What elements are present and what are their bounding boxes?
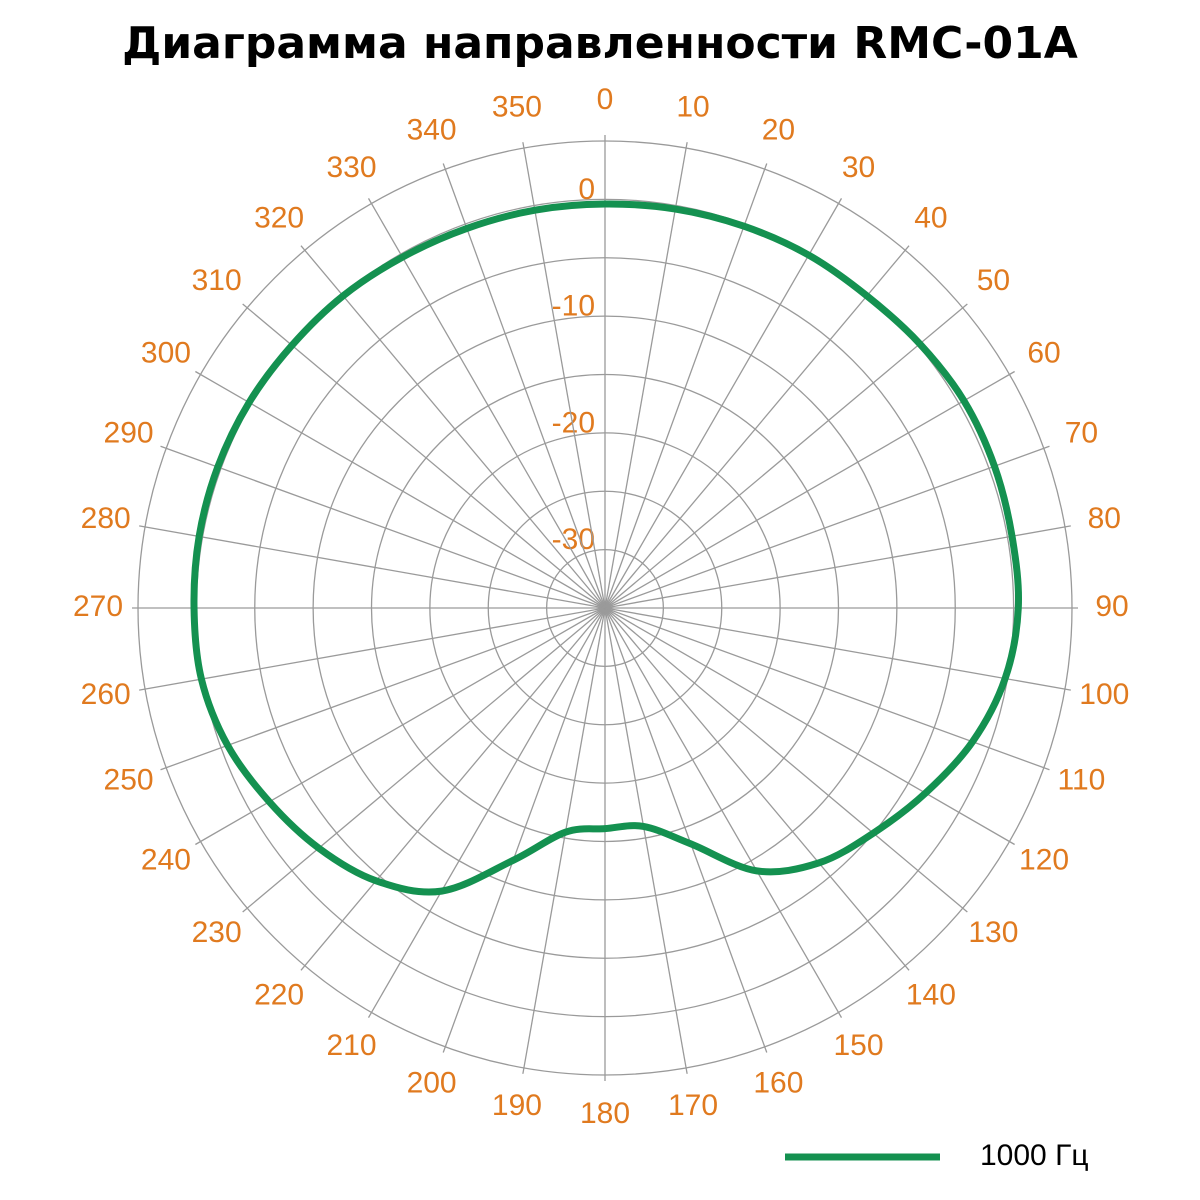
angle-label: 250 bbox=[104, 763, 154, 796]
angle-label: 270 bbox=[73, 590, 123, 623]
spoke bbox=[442, 163, 606, 609]
angle-label: 200 bbox=[407, 1066, 457, 1099]
spoke bbox=[300, 607, 606, 971]
angle-label: 210 bbox=[326, 1029, 376, 1062]
angle-label: 290 bbox=[104, 417, 154, 450]
angle-label: 70 bbox=[1065, 417, 1098, 450]
angle-label: 180 bbox=[580, 1097, 630, 1130]
angle-label: 40 bbox=[914, 202, 947, 235]
r-tick-label: -10 bbox=[552, 290, 595, 323]
spoke bbox=[442, 607, 606, 1053]
r-tick-label: 0 bbox=[578, 173, 595, 206]
spoke bbox=[604, 163, 768, 609]
spoke bbox=[300, 245, 606, 609]
spoke bbox=[139, 607, 606, 691]
angle-label: 140 bbox=[906, 978, 956, 1011]
angle-label: 20 bbox=[762, 113, 795, 146]
angle-label: 330 bbox=[326, 151, 376, 184]
angle-label: 110 bbox=[1058, 763, 1106, 796]
angle-label: 240 bbox=[141, 843, 191, 876]
angle-label: 170 bbox=[668, 1089, 718, 1122]
spoke bbox=[522, 142, 606, 609]
angle-label: 190 bbox=[492, 1089, 542, 1122]
spoke bbox=[160, 607, 606, 771]
r-tick-label: -20 bbox=[552, 406, 595, 439]
angle-label: 350 bbox=[492, 91, 542, 124]
spoke bbox=[604, 245, 910, 609]
spoke bbox=[604, 198, 843, 609]
spoke bbox=[604, 607, 1050, 771]
angle-label: 280 bbox=[81, 502, 131, 535]
angle-label: 100 bbox=[1079, 678, 1129, 711]
angle-label: 60 bbox=[1027, 336, 1060, 369]
spoke bbox=[604, 607, 688, 1074]
angle-label: 0 bbox=[597, 83, 614, 116]
legend-label: 1000 Гц bbox=[980, 1139, 1089, 1172]
spoke bbox=[604, 607, 843, 1018]
angle-label: 300 bbox=[141, 336, 191, 369]
spoke bbox=[242, 303, 606, 609]
spoke bbox=[139, 525, 606, 609]
angle-label: 150 bbox=[833, 1029, 883, 1062]
angle-label: 30 bbox=[842, 151, 875, 184]
spoke bbox=[242, 607, 606, 913]
spoke bbox=[195, 370, 606, 609]
spoke bbox=[367, 607, 606, 1018]
spoke bbox=[604, 607, 1071, 691]
angle-label: 120 bbox=[1019, 843, 1069, 876]
spoke bbox=[604, 445, 1050, 609]
spoke bbox=[195, 607, 606, 846]
spoke bbox=[604, 525, 1071, 609]
angle-label: 320 bbox=[254, 202, 304, 235]
angle-label: 50 bbox=[977, 264, 1010, 297]
angle-label: 220 bbox=[254, 978, 304, 1011]
chart-title: Диаграмма направленности RMC-01A bbox=[122, 18, 1078, 69]
angle-label: 80 bbox=[1088, 502, 1121, 535]
spoke bbox=[160, 445, 606, 609]
spoke bbox=[604, 607, 968, 913]
spoke bbox=[604, 142, 688, 609]
angle-label: 340 bbox=[407, 113, 457, 146]
angle-label: 90 bbox=[1095, 590, 1128, 623]
spoke bbox=[604, 370, 1015, 609]
angle-label: 10 bbox=[676, 91, 709, 124]
angle-label: 130 bbox=[968, 916, 1018, 949]
spoke bbox=[604, 303, 968, 609]
spoke bbox=[604, 607, 1015, 846]
spoke bbox=[604, 607, 910, 971]
angle-label: 160 bbox=[753, 1066, 803, 1099]
angle-label: 260 bbox=[81, 678, 131, 711]
angle-label: 310 bbox=[192, 264, 242, 297]
spoke bbox=[367, 198, 606, 609]
spoke bbox=[604, 607, 768, 1053]
spoke bbox=[522, 607, 606, 1074]
series-line bbox=[190, 200, 1023, 896]
angle-label: 230 bbox=[192, 916, 242, 949]
